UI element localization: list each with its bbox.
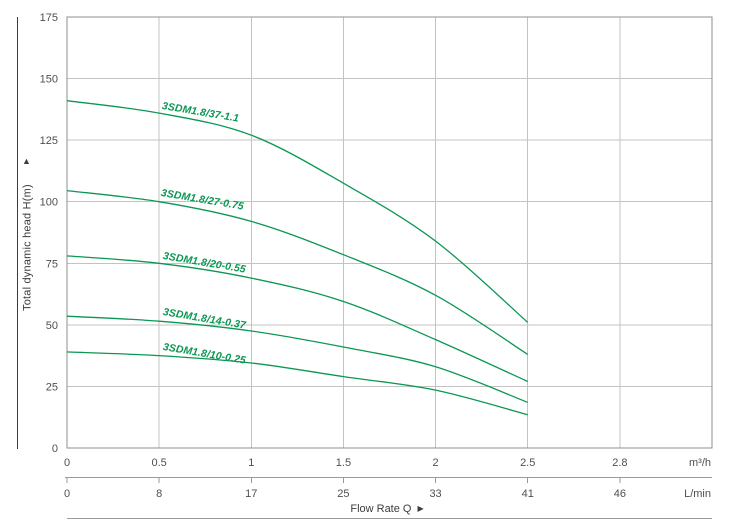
y-tick-label: 150 (40, 74, 58, 86)
x-tick-label-m3h: 2.5 (520, 457, 535, 469)
y-axis-up-arrow-icon: ▲ (22, 156, 31, 166)
x-tick-label-lmin: 25 (337, 488, 349, 500)
x-axis-title-text: Flow Rate Q (350, 503, 412, 515)
x-tick-label-lmin: 41 (522, 488, 534, 500)
x-tick-label-lmin: 33 (429, 488, 441, 500)
x-tick-label-m3h: 1 (248, 457, 254, 469)
y-tick-label: 25 (46, 381, 58, 393)
x-tick-label-m3h: 0.5 (151, 457, 166, 469)
x-axis-right-arrow-icon: ▶ (417, 504, 424, 513)
x-tick-label-lmin: 17 (245, 488, 257, 500)
y-tick-label: 50 (46, 320, 58, 332)
x-tick-label-lmin: 8 (156, 488, 162, 500)
x-axis-unit-m3h: m³/h (689, 457, 711, 469)
y-tick-label: 0 (52, 443, 58, 455)
pump-curve (66, 315, 528, 404)
x-axis-title: Flow Rate Q ▶ (317, 503, 457, 515)
pump-curve (66, 189, 529, 355)
x-tick-label-lmin: 46 (614, 488, 626, 500)
y-tick-label: 175 (40, 12, 58, 24)
x-axis-unit-lmin: L/min (684, 488, 711, 500)
y-axis-title: Total dynamic head H(m) (21, 184, 34, 312)
plot-border (66, 16, 713, 449)
x-tick-label-m3h: 1.5 (336, 457, 351, 469)
x-tick-label-m3h: 2.8 (612, 457, 627, 469)
pump-curve (66, 100, 529, 323)
x-tick-label-lmin: 0 (64, 488, 70, 500)
x-tick-label-m3h: 0 (64, 457, 70, 469)
pump-curve (66, 255, 528, 383)
y-tick-label: 100 (40, 197, 58, 209)
y-tick-label: 75 (46, 258, 58, 270)
y-tick-label: 125 (40, 135, 58, 147)
x-tick-label-m3h: 2 (433, 457, 439, 469)
y-axis-line (17, 17, 18, 449)
pump-curve (66, 351, 528, 416)
